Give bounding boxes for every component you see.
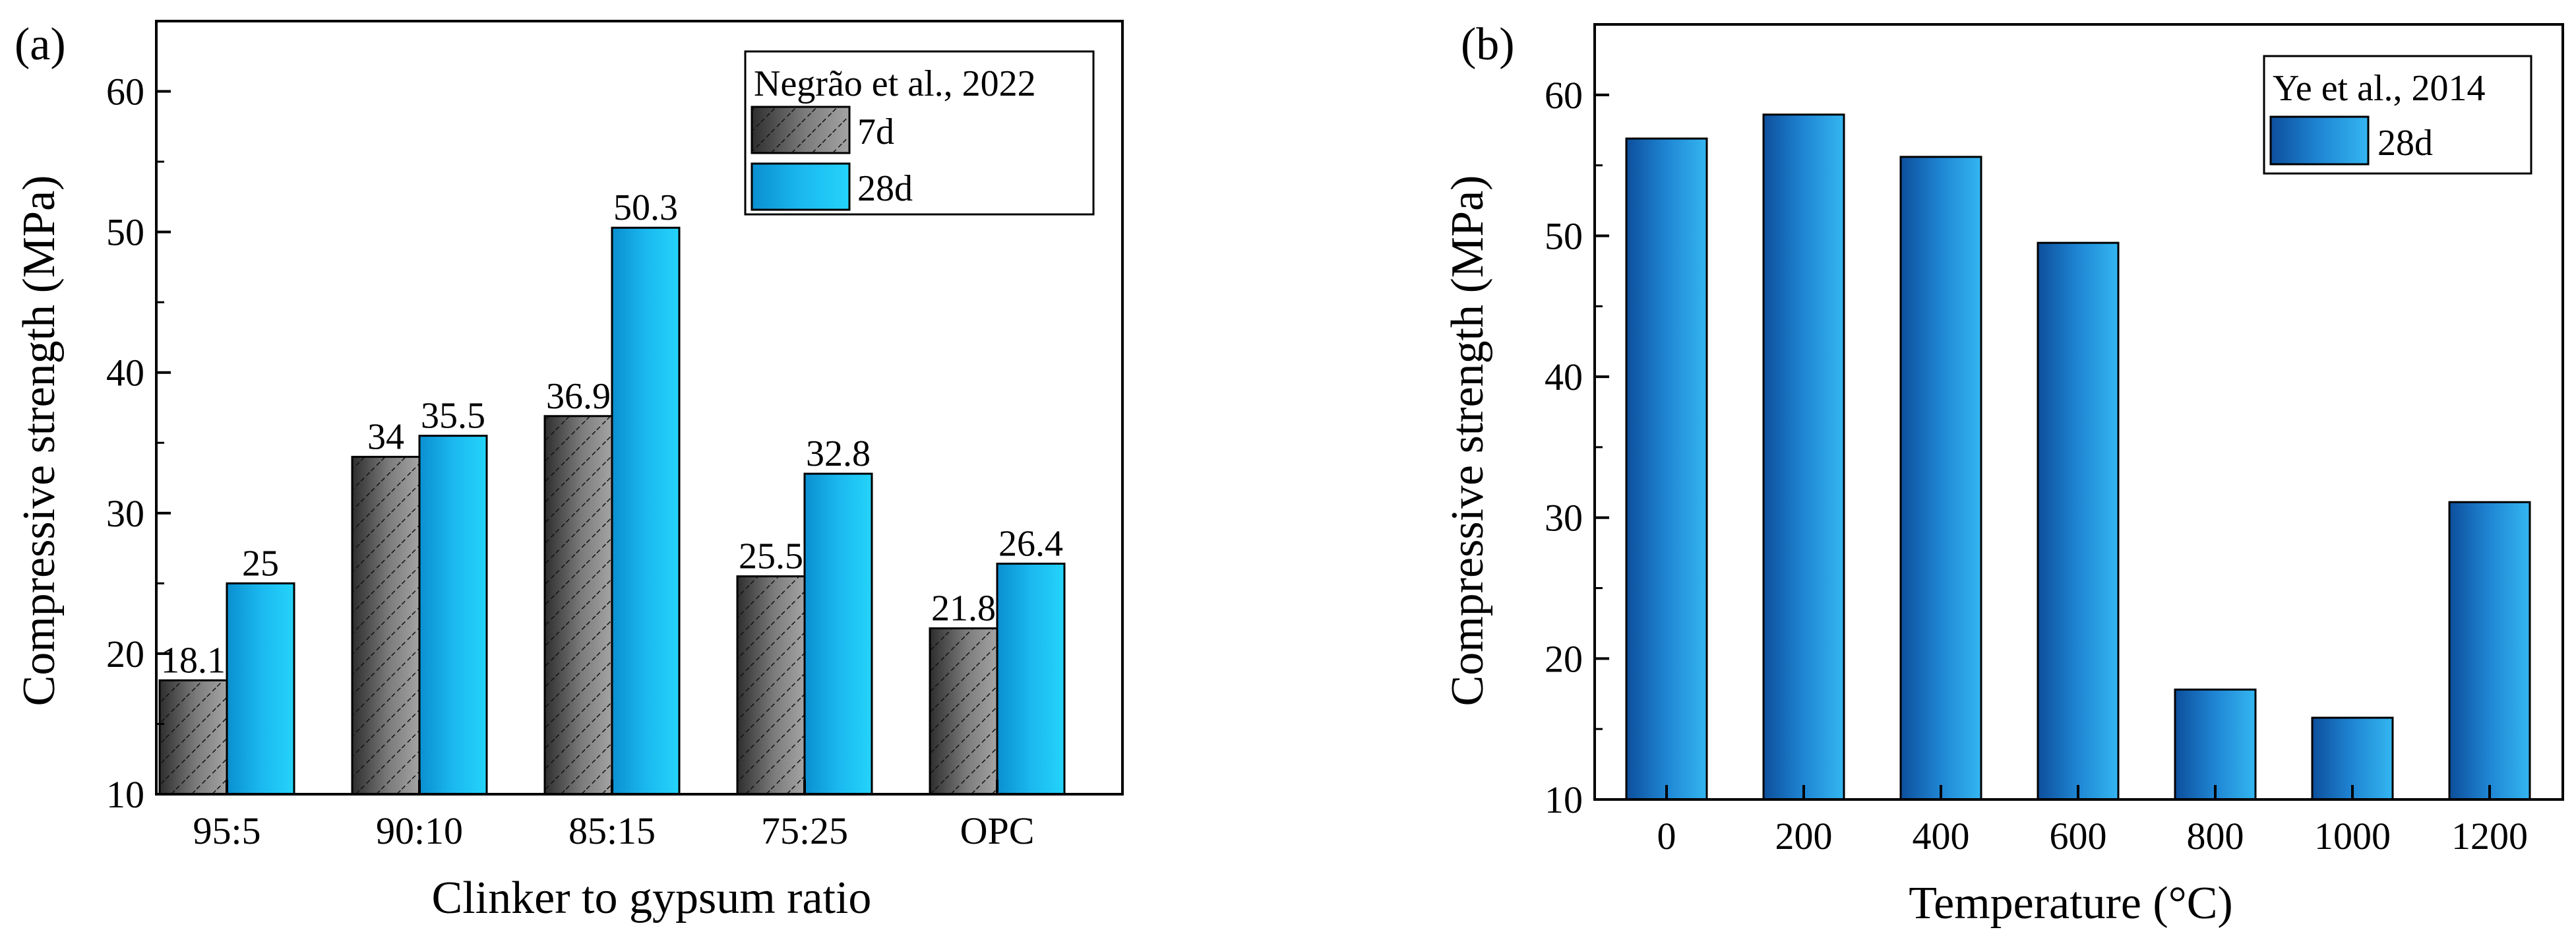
bar-28d-4 xyxy=(996,563,1066,796)
panel-b-x-tick-labels: 0 200 400 600 800 1000 1200 xyxy=(1657,815,2529,858)
y-tick-label: 20 xyxy=(106,633,144,675)
bar-28d-2 xyxy=(1899,156,1982,801)
panel-b-legend-title: Ye et al., 2014 xyxy=(2273,68,2486,109)
y-tick-label: 50 xyxy=(1545,214,1583,257)
bar-28d-2 xyxy=(611,226,681,796)
panel-b-axis-ticks xyxy=(1595,93,2491,801)
y-tick-label: 60 xyxy=(1545,74,1583,117)
y-tick-label: 30 xyxy=(106,492,144,535)
panel-b-legend: Ye et al., 2014 28d xyxy=(2263,55,2532,175)
y-tick-label: 60 xyxy=(106,71,144,113)
y-tick-label: 40 xyxy=(1545,356,1583,398)
bar-28d-1 xyxy=(418,435,488,796)
bar-28d-3 xyxy=(803,472,873,796)
panel-b-legend-swatch-28d xyxy=(2269,115,2370,166)
bar-28d-6 xyxy=(2448,501,2531,801)
bar-hatch-7d-3 xyxy=(736,575,806,796)
x-tick-label: 85:15 xyxy=(568,809,656,852)
value-label-7d-2: 36.9 xyxy=(546,376,611,417)
panel-a-y-axis-title: Compressive strength (MPa) xyxy=(14,175,65,706)
x-tick-label: OPC xyxy=(960,809,1035,852)
bar-28d-0 xyxy=(1625,137,1708,801)
x-tick-label: 90:10 xyxy=(376,809,463,852)
bar-28d-1 xyxy=(1762,113,1845,801)
panel-b-y-axis-title: Compressive strength (MPa) xyxy=(1442,175,1493,706)
panel-a-y-tick-labels: 10 20 30 40 50 60 xyxy=(106,71,144,816)
bar-28d-4 xyxy=(2174,688,2257,801)
panel-a: (a) Compressive strength (MPa) Clinker t… xyxy=(14,19,1124,923)
value-label-28d-1: 35.5 xyxy=(421,396,485,437)
panel-a-legend-title: Negrão et al., 2022 xyxy=(754,63,1036,104)
panel-a-plot-frame xyxy=(155,20,1124,796)
panel-b-label: (b) xyxy=(1461,19,1515,70)
value-label-28d-3: 32.8 xyxy=(806,433,871,474)
y-tick-label: 30 xyxy=(1545,497,1583,540)
bar-hatch-7d-0 xyxy=(158,679,228,796)
panel-b-y-tick-labels: 10 20 30 40 50 60 xyxy=(1545,74,1583,821)
x-tick-label: 0 xyxy=(1657,815,1676,858)
value-label-7d-0: 18.1 xyxy=(161,640,226,681)
x-tick-label: 600 xyxy=(2050,815,2107,858)
value-label-28d-2: 50.3 xyxy=(613,187,678,228)
panel-a-legend-label-7d: 7d xyxy=(857,111,894,152)
panel-b-bars xyxy=(1625,113,2531,801)
bar-hatch-7d-1 xyxy=(351,456,421,796)
x-tick-label: 800 xyxy=(2187,815,2244,858)
bar-28d-3 xyxy=(2037,241,2120,801)
value-label-7d-1: 34 xyxy=(367,417,404,458)
bar-28d-0 xyxy=(226,582,295,796)
panel-b-legend-label-28d: 28d xyxy=(2377,123,2433,164)
panel-a-label: (a) xyxy=(15,19,66,70)
panel-a-value-labels: 18.1 25 34 35.5 36.9 50.3 25.5 32.8 21.826.4 xyxy=(161,187,1063,681)
y-tick-label: 20 xyxy=(1545,637,1583,680)
panel-a-x-axis-title: Clinker to gypsum ratio xyxy=(432,873,872,923)
value-label-7d-3: 25.5 xyxy=(739,536,803,577)
bar-hatch-7d-2 xyxy=(543,415,613,796)
value-label-7d-4: 21.8 xyxy=(931,588,996,629)
panel-a-x-tick-labels: 95:5 90:10 85:15 75:25 OPC xyxy=(193,809,1034,852)
y-tick-label: 10 xyxy=(1545,778,1583,821)
x-tick-label: 95:5 xyxy=(193,809,261,852)
value-label-28d-4: 26.4 xyxy=(998,524,1063,565)
panel-a-bars xyxy=(158,226,1066,796)
panel-a-legend-label-28d: 28d xyxy=(857,168,913,209)
panel-b-x-axis-title: Temperature (°C) xyxy=(1909,878,2232,929)
panel-a-axis-ticks xyxy=(156,90,998,796)
x-tick-label: 1200 xyxy=(2451,815,2528,858)
panel-a-legend: Negrão et al., 2022 7d 28d xyxy=(744,50,1095,216)
x-tick-label: 400 xyxy=(1913,815,1970,858)
panel-b: (b) Compressive strength (MPa) Temperatu… xyxy=(1442,19,2564,929)
x-tick-label: 200 xyxy=(1775,815,1833,858)
y-tick-label: 50 xyxy=(106,211,144,254)
value-label-28d-0: 25 xyxy=(242,543,279,584)
panel-a-legend-swatch-28d xyxy=(751,162,851,211)
bar-hatch-7d-4 xyxy=(929,627,998,796)
x-tick-label: 1000 xyxy=(2314,815,2391,858)
y-tick-label: 40 xyxy=(106,352,144,394)
y-tick-label: 10 xyxy=(106,773,144,816)
x-tick-label: 75:25 xyxy=(761,809,848,852)
panel-a-legend-swatch-7d-hatch xyxy=(752,107,849,153)
